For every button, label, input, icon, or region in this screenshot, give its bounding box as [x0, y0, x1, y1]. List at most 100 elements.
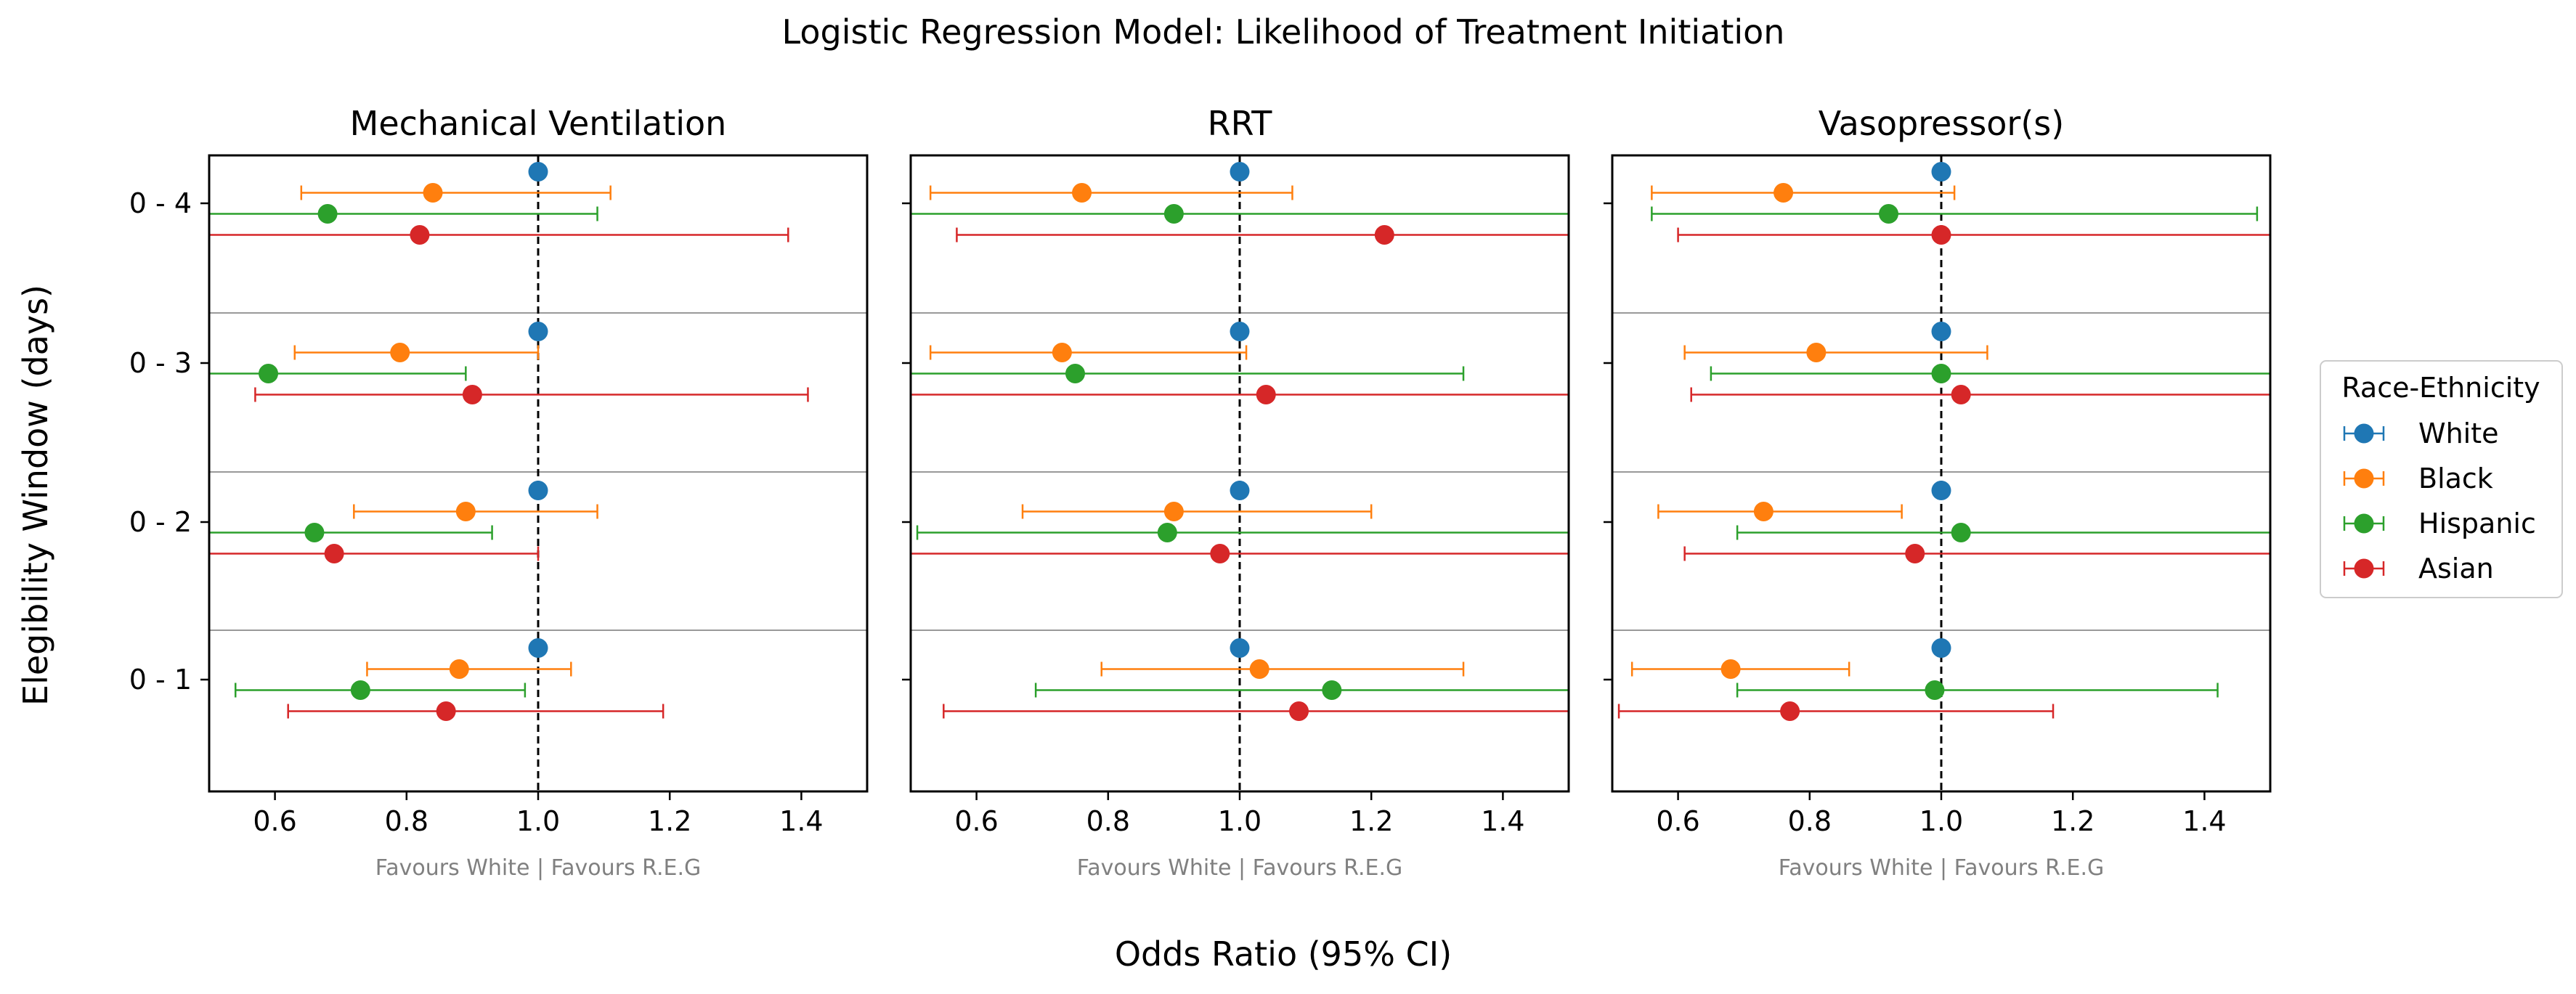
point-asian [324, 544, 344, 563]
x-tick-label: 1.4 [2182, 805, 2226, 837]
point-black [449, 659, 469, 679]
point-asian [1256, 385, 1276, 404]
point-asian [1289, 701, 1309, 721]
series-white [528, 162, 548, 658]
point-hispanic [1931, 364, 1951, 383]
point-black [1773, 183, 1794, 203]
series-asian [1617, 225, 2270, 721]
legend-label: Hispanic [2418, 508, 2536, 539]
point-asian [462, 385, 482, 404]
point-hispanic [1951, 523, 1971, 542]
x-tick-label: 1.4 [1481, 805, 1524, 837]
legend-marker-icon [2354, 513, 2374, 534]
legend-label: Asian [2418, 553, 2494, 584]
point-black [1806, 343, 1827, 362]
panel-1: RRT 0.6 0.8 1.0 1.2 1.4 Favours White | Favour… [902, 104, 1570, 881]
panel-title: Mechanical Ventilation [350, 104, 727, 143]
panels-group: Mechanical Ventilation 0.6 0.8 1.0 1.2 1.4 0 -… [129, 104, 2272, 881]
figure-y-label: Elegibility Window (days) [16, 285, 55, 706]
figure-x-label: Odds Ratio (95% CI) [1115, 934, 1452, 974]
legend-marker-icon [2354, 558, 2374, 579]
legend-entry-hispanic: Hispanic [2343, 508, 2536, 539]
x-tick-label: 1.2 [2051, 805, 2094, 837]
point-hispanic [1879, 204, 1899, 224]
figure-title: Logistic Regression Model: Likelihood of… [782, 12, 1785, 52]
series-black [1630, 183, 1988, 679]
series-black [293, 183, 612, 679]
series-hispanic [911, 204, 1569, 700]
point-black [455, 502, 476, 521]
point-white [528, 322, 548, 341]
series-asian [209, 225, 809, 721]
point-hispanic [304, 523, 325, 542]
point-black [423, 183, 443, 203]
point-hispanic [317, 204, 338, 224]
point-hispanic [350, 680, 370, 700]
point-hispanic [1925, 680, 1945, 700]
x-tick-label: 0.6 [253, 805, 296, 837]
y-tick-label: 0 - 1 [129, 664, 192, 696]
point-hispanic [1322, 680, 1342, 700]
point-asian [1931, 225, 1951, 245]
x-tick-label: 0.8 [385, 805, 428, 837]
x-tick-label: 0.8 [1788, 805, 1832, 837]
point-black [1753, 502, 1773, 521]
point-asian [1905, 544, 1925, 563]
legend-marker-icon [2354, 468, 2374, 489]
legend-box [2320, 360, 2563, 598]
point-white [1230, 481, 1250, 500]
x-tick-label: 1.0 [1919, 805, 1963, 837]
series-white [1230, 162, 1250, 658]
point-asian [1210, 544, 1230, 563]
point-white [1931, 481, 1951, 500]
x-tick-label: 0.6 [954, 805, 998, 837]
panel-x-sublabel: Favours White | Favours R.E.G [1779, 855, 2104, 881]
legend-entry-black: Black [2343, 463, 2493, 494]
series-asian [911, 225, 1569, 721]
y-tick-label: 0 - 3 [129, 347, 192, 379]
panel-x-sublabel: Favours White | Favours R.E.G [1077, 855, 1402, 881]
point-white [1230, 638, 1250, 658]
x-tick-label: 1.2 [1349, 805, 1393, 837]
legend-entry-white: White [2343, 417, 2499, 449]
point-asian [1374, 225, 1394, 245]
series-white [1931, 162, 1951, 658]
legend-title: Race-Ethnicity [2341, 372, 2540, 404]
x-tick-label: 1.2 [648, 805, 691, 837]
point-hispanic [1157, 523, 1177, 542]
point-black [1072, 183, 1092, 203]
legend-marker-icon [2354, 423, 2374, 444]
legend-label: Black [2418, 463, 2493, 494]
point-white [528, 638, 548, 658]
x-tick-label: 0.8 [1086, 805, 1130, 837]
point-white [1230, 162, 1250, 182]
point-white [1931, 162, 1951, 182]
series-hispanic [1651, 204, 2270, 700]
point-asian [1951, 385, 1971, 404]
point-white [528, 162, 548, 182]
series-black [929, 183, 1465, 679]
series-hispanic [209, 204, 598, 700]
x-tick-label: 1.0 [516, 805, 560, 837]
point-white [1931, 638, 1951, 658]
point-asian [410, 225, 430, 245]
point-black [390, 343, 410, 362]
panel-0: Mechanical Ventilation 0.6 0.8 1.0 1.2 1.4 0 -… [129, 104, 869, 881]
y-tick-label: 0 - 2 [129, 506, 192, 538]
legend: Race-Ethnicity White Black Hispanic Asian [2320, 360, 2563, 598]
panel-title: Vasopressor(s) [1819, 104, 2064, 143]
point-black [1163, 502, 1184, 521]
point-asian [1780, 701, 1800, 721]
point-white [1230, 322, 1250, 341]
panel-title: RRT [1208, 104, 1273, 143]
legend-label: White [2418, 417, 2499, 449]
point-hispanic [259, 364, 279, 383]
point-white [1931, 322, 1951, 341]
panel-2: Vasopressor(s) 0.6 0.8 1.0 1.2 1.4 Favours Whi… [1604, 104, 2272, 881]
point-black [1720, 659, 1741, 679]
point-black [1052, 343, 1072, 362]
point-hispanic [1065, 364, 1085, 383]
y-tick-label: 0 - 4 [129, 187, 192, 219]
point-hispanic [1163, 204, 1184, 224]
